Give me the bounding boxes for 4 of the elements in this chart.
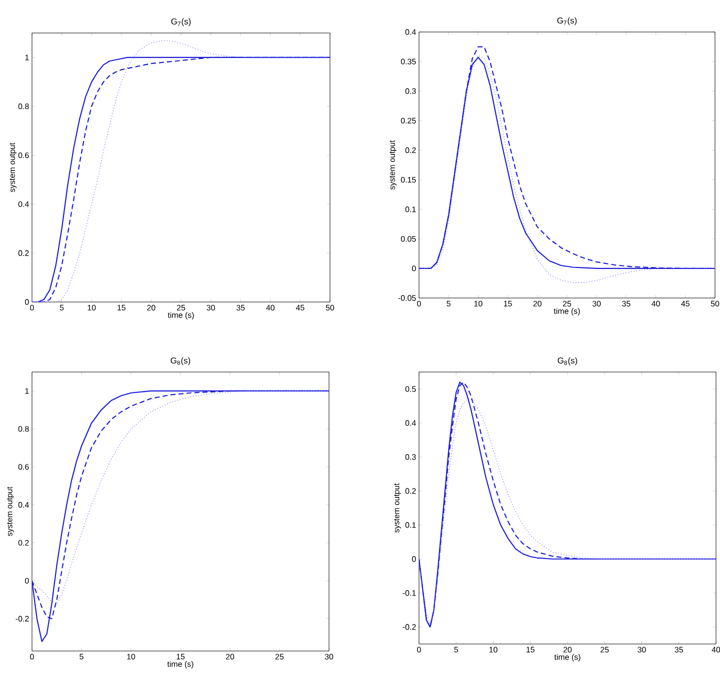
chart-title: G$_{7}$(s) — [171, 18, 191, 26]
chart-title: G$_{8}$(s) — [558, 357, 578, 366]
chart-title: G$_{8}$(s) — [170, 357, 190, 366]
chart-title: G$_{7}$(s) — [557, 17, 577, 26]
